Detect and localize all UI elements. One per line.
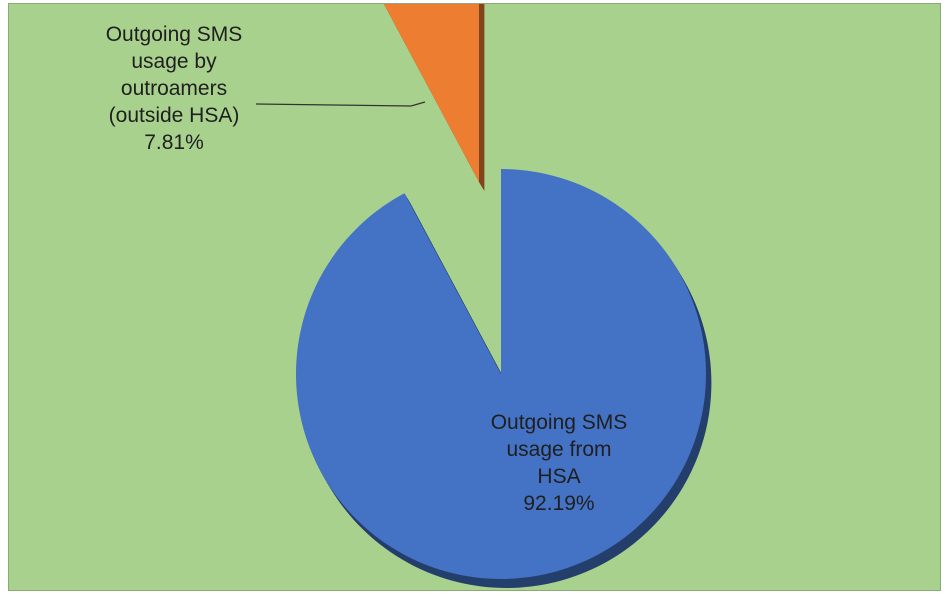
data-label-outroamers: Outgoing SMS usage by outroamers (outsid… bbox=[74, 21, 274, 156]
percent-label: 7.81% bbox=[144, 131, 204, 154]
leader-line bbox=[255, 101, 426, 107]
label-line: outroamers bbox=[120, 77, 228, 100]
pie-slice-1 bbox=[383, 4, 479, 182]
label-line: usage by bbox=[131, 50, 217, 73]
data-label-hsa: Outgoing SMS usage from HSA 92.19% bbox=[454, 409, 664, 517]
chart-area: Outgoing SMS usage from HSA 92.19% Outgo… bbox=[8, 3, 941, 591]
label-line: HSA bbox=[537, 465, 581, 488]
label-line: usage from bbox=[506, 438, 612, 461]
pie-slice-0 bbox=[296, 169, 707, 579]
percent-label: 92.19% bbox=[523, 492, 595, 515]
label-line: (outside HSA) bbox=[108, 104, 240, 127]
label-line: Outgoing SMS bbox=[490, 411, 628, 434]
pie-chart bbox=[255, 4, 712, 588]
label-line: Outgoing SMS bbox=[105, 23, 243, 46]
